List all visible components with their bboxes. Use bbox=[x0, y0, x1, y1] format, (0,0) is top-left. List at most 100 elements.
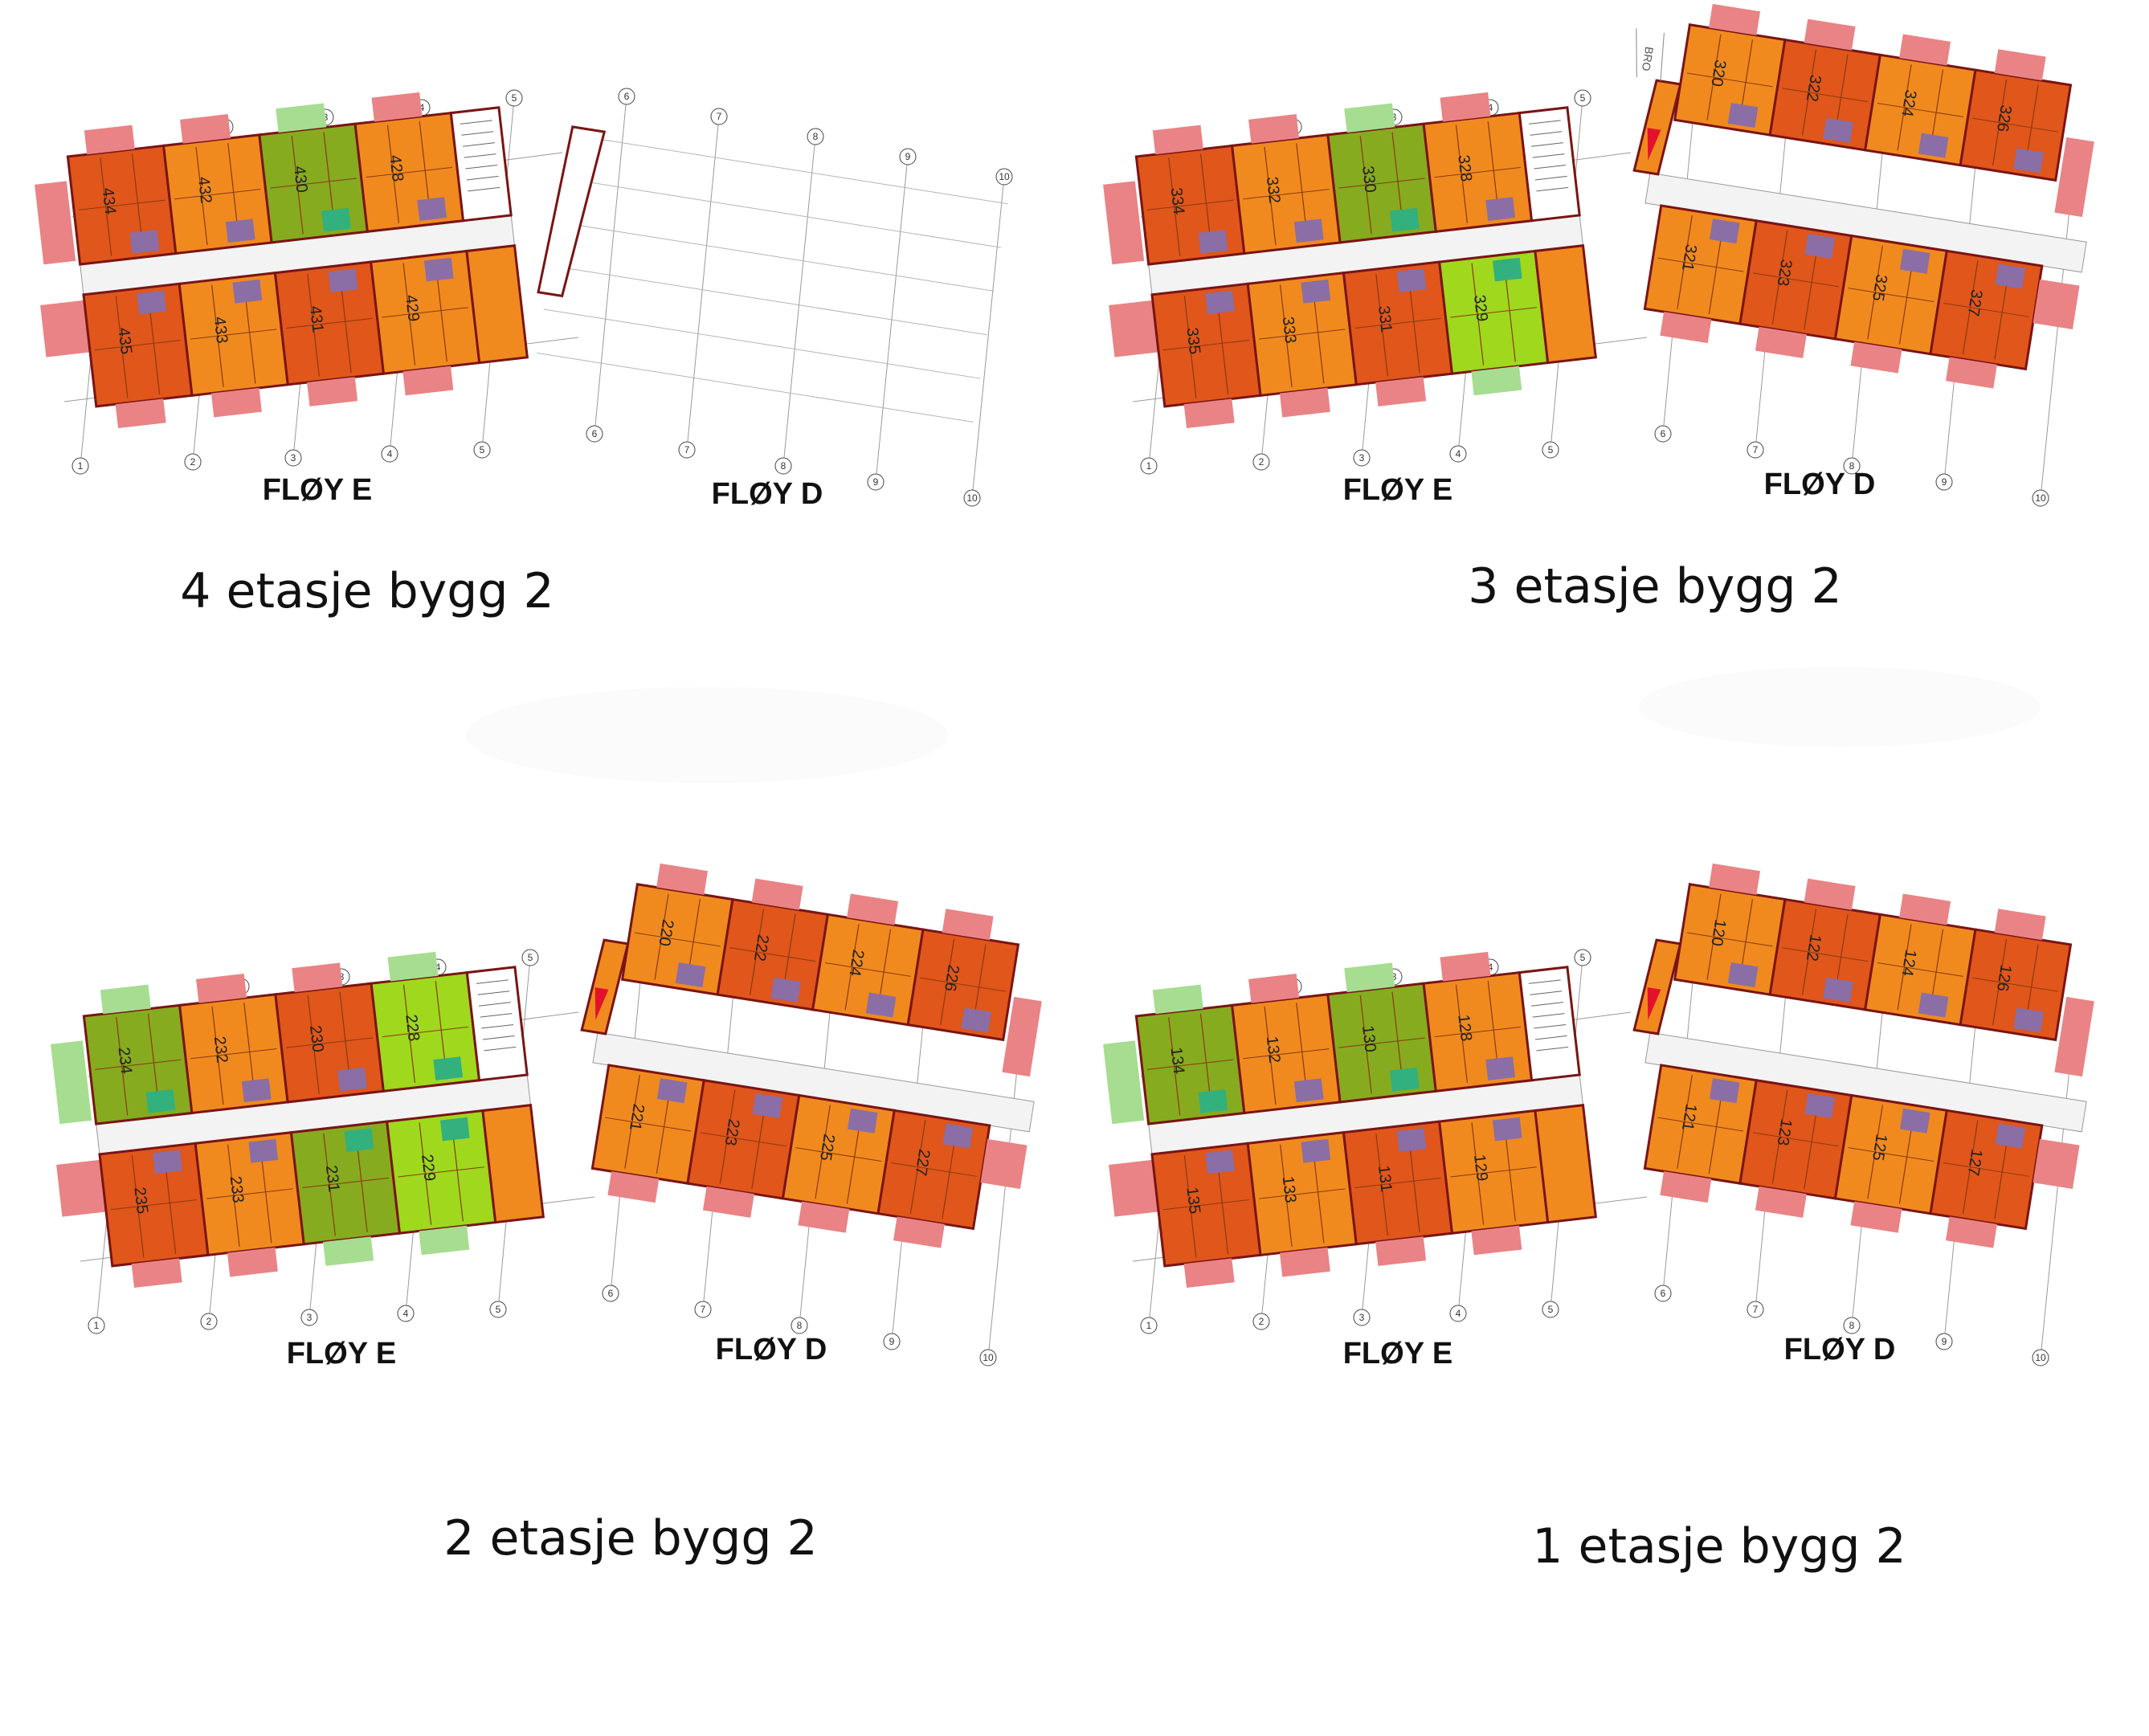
balcony bbox=[1899, 893, 1951, 925]
grid-marker bbox=[602, 1285, 619, 1302]
grid-marker bbox=[995, 168, 1013, 186]
room-number: 235 bbox=[130, 1187, 151, 1215]
bathroom bbox=[1396, 268, 1427, 292]
apartment-unit: 132 bbox=[1230, 974, 1342, 1115]
stair-core bbox=[1518, 966, 1598, 1224]
partition bbox=[270, 178, 357, 189]
apartment-unit: 432 bbox=[161, 114, 273, 255]
apartment-unit: 327 bbox=[1929, 249, 2044, 389]
grid-number: 3 bbox=[1391, 112, 1397, 123]
partition bbox=[110, 1199, 198, 1211]
apartment-unit: 232 bbox=[178, 974, 289, 1115]
partition bbox=[795, 1147, 882, 1162]
partition bbox=[1259, 329, 1346, 340]
grid-marker bbox=[505, 89, 523, 107]
balcony bbox=[1804, 878, 1856, 910]
apartment-unit: 333 bbox=[1246, 272, 1358, 418]
apartment-unit: 234 bbox=[82, 984, 194, 1125]
apartment-unit: 129 bbox=[1437, 1109, 1550, 1256]
partition bbox=[1848, 288, 1935, 303]
floor-caption: 2 etasje bygg 2 bbox=[443, 1510, 817, 1566]
partition bbox=[605, 1117, 692, 1132]
balcony bbox=[51, 1040, 92, 1125]
wing-e: 134 132 130 128 135 133 131 129 bbox=[1103, 951, 1598, 1289]
apartment-unit: 126 bbox=[1959, 909, 2073, 1042]
room-number: 323 bbox=[1773, 258, 1795, 287]
outline-line bbox=[537, 352, 974, 423]
balcony bbox=[1002, 996, 1042, 1077]
stair-outline bbox=[465, 966, 529, 1082]
balcony bbox=[210, 387, 262, 418]
bathroom bbox=[328, 268, 358, 292]
wing-junction bbox=[1632, 938, 1682, 1035]
balcony bbox=[798, 1201, 850, 1233]
stair-step bbox=[463, 142, 495, 147]
stair-outline bbox=[449, 106, 513, 223]
stair-step bbox=[1528, 120, 1561, 125]
room-number: 327 bbox=[1964, 288, 1986, 317]
partition bbox=[1450, 1166, 1537, 1178]
partition bbox=[94, 339, 182, 351]
balcony bbox=[1440, 92, 1491, 122]
outline-line bbox=[543, 308, 981, 379]
room-number: 121 bbox=[1678, 1102, 1700, 1131]
grid-marker bbox=[1654, 425, 1672, 443]
apartment-unit: 225 bbox=[781, 1093, 897, 1233]
balcony bbox=[180, 114, 231, 144]
balcony bbox=[1440, 951, 1491, 982]
partition bbox=[1877, 103, 1963, 117]
grid-number: 1 bbox=[1146, 1320, 1152, 1331]
partition bbox=[1434, 1026, 1522, 1038]
stair-step bbox=[480, 1013, 513, 1018]
grid-marker bbox=[807, 128, 824, 145]
room-number: 331 bbox=[1375, 304, 1395, 333]
grid-number: 8 bbox=[797, 1320, 803, 1331]
stair-core bbox=[449, 106, 529, 365]
room-number: 434 bbox=[99, 186, 120, 215]
partition bbox=[1686, 932, 1773, 947]
bathroom bbox=[1485, 1056, 1516, 1080]
balcony bbox=[1103, 181, 1145, 265]
stair-step bbox=[464, 153, 496, 158]
balcony bbox=[115, 398, 166, 429]
bathroom bbox=[137, 290, 166, 315]
bathroom bbox=[1899, 1108, 1930, 1134]
bathroom bbox=[225, 219, 255, 243]
grid-line bbox=[987, 1035, 1021, 1358]
bathroom bbox=[232, 279, 263, 304]
plan-drawing: 1122334455667788991010234232230228235233… bbox=[51, 863, 1042, 1366]
partition bbox=[920, 977, 1007, 992]
grid-marker bbox=[710, 108, 728, 125]
grid-marker bbox=[473, 441, 491, 459]
outline-line bbox=[571, 134, 1008, 205]
grid-number: 10 bbox=[2035, 1352, 2046, 1363]
floor-plan-4: 1122334455667788991010434432430428435433… bbox=[35, 88, 1013, 619]
partition bbox=[1972, 977, 2059, 992]
stair-step bbox=[460, 120, 492, 125]
grid-marker bbox=[1935, 1333, 1953, 1350]
room-number: 334 bbox=[1167, 186, 1188, 215]
partition bbox=[1146, 199, 1234, 210]
grid-number: 6 bbox=[608, 1288, 614, 1299]
stair-outline bbox=[1518, 966, 1581, 1082]
apartment-unit: 325 bbox=[1833, 234, 1949, 374]
bathroom bbox=[1301, 1138, 1331, 1163]
grid-marker bbox=[1654, 1285, 1672, 1302]
floor-caption: 1 etasje bygg 2 bbox=[1532, 1518, 1906, 1575]
stair-step bbox=[1534, 1024, 1567, 1029]
room-number: 330 bbox=[1358, 165, 1379, 194]
bathroom bbox=[241, 1078, 272, 1103]
grid-number: 8 bbox=[781, 460, 786, 472]
grid-number: 3 bbox=[1359, 452, 1365, 464]
apartment-unit: 334 bbox=[1134, 125, 1246, 266]
room-number: 126 bbox=[1993, 963, 2015, 992]
apartment-unit: 120 bbox=[1673, 863, 1787, 996]
stair-step bbox=[1532, 1013, 1565, 1018]
stair-step bbox=[461, 131, 494, 136]
balcony bbox=[1850, 1201, 1902, 1233]
room-number: 127 bbox=[1964, 1148, 1986, 1177]
bathroom bbox=[1823, 117, 1853, 143]
bathroom bbox=[752, 1093, 783, 1118]
